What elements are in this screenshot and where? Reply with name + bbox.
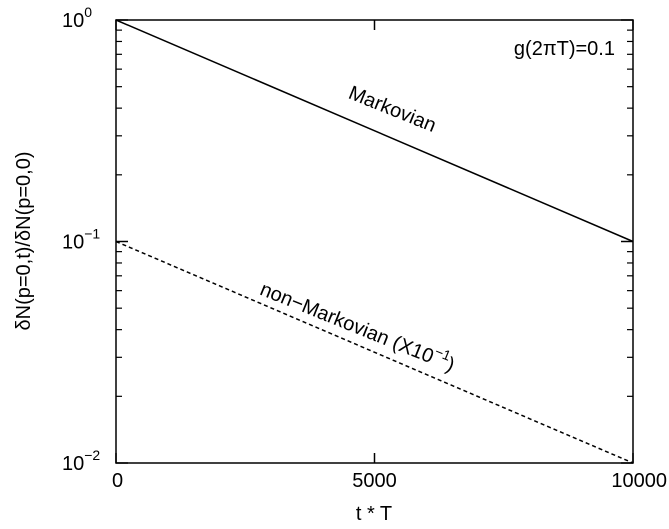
x-tick-label: 5000 [352,470,397,492]
y-tick-label: 10−1 [62,226,100,254]
y-axis-title: δN(p=0,t)/δN(p=0,0) [13,152,35,331]
x-axis-title: t * T [356,503,392,525]
y-tick-exponent: −1 [84,226,100,242]
x-tick-label: 0 [112,470,123,492]
y-tick-base: 10 [62,10,84,32]
series-layer [115,19,634,464]
plot-frame [115,19,634,464]
series-line-non-markovian [115,240,634,464]
y-tick-base: 10 [62,232,84,254]
series-label-text: non−Markovian (X10 [257,278,437,368]
y-tick-base: 10 [62,453,84,475]
y-tick-label: 10−2 [62,447,100,475]
annotation-label: g(2πT)=0.1 [514,38,615,60]
y-tick-exponent: −2 [84,447,100,463]
y-tick-exponent: 0 [84,4,92,20]
series-label-exponent: −1 [433,343,454,364]
series-line-markovian [115,19,634,243]
x-tick-label: 10000 [611,470,667,492]
series-label-markovian: Markovian [345,82,439,137]
y-tick-label: 100 [62,4,92,32]
series-label-non-markovian: non−Markovian (X10−1) [257,274,460,377]
